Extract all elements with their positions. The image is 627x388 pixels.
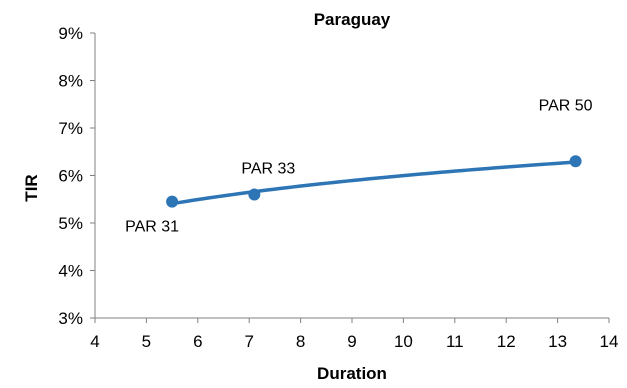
x-tick-label: 13: [548, 332, 567, 351]
data-point: [248, 188, 261, 201]
x-tick-label: 8: [296, 332, 305, 351]
x-tick-label: 11: [446, 332, 464, 351]
y-tick-label: 9%: [58, 24, 83, 43]
y-tick-label: 5%: [58, 214, 83, 233]
y-axis-ticks: 3% 4% 5% 6% 7% 8% 9%: [58, 24, 95, 328]
y-axis-label: TIR: [22, 174, 41, 201]
data-point: [569, 155, 582, 168]
y-tick-label: 7%: [58, 119, 83, 138]
y-tick-label: 4%: [58, 262, 83, 281]
x-axis-label: Duration: [317, 364, 387, 383]
y-tick-label: 8%: [58, 72, 83, 91]
x-tick-label: 5: [142, 332, 151, 351]
chart-title: Paraguay: [314, 10, 391, 29]
data-label: PAR 31: [125, 219, 179, 236]
x-tick-label: 10: [394, 332, 413, 351]
x-tick-label: 4: [90, 332, 99, 351]
x-tick-label: 7: [244, 332, 253, 351]
y-tick-label: 3%: [58, 309, 83, 328]
data-label: PAR 50: [539, 97, 593, 114]
data-label: PAR 33: [241, 161, 295, 178]
data-points: [166, 155, 582, 208]
x-tick-label: 12: [497, 332, 516, 351]
x-tick-label: 6: [193, 332, 202, 351]
data-point: [166, 195, 179, 208]
x-tick-label: 9: [347, 332, 356, 351]
data-labels: PAR 31 PAR 33 PAR 50: [125, 97, 593, 235]
trendline: [170, 160, 578, 206]
y-tick-label: 6%: [58, 167, 83, 186]
x-axis-ticks: 4 5 6 7 8 9 10 11 12 13 14: [90, 318, 618, 351]
x-tick-label: 14: [600, 332, 619, 351]
